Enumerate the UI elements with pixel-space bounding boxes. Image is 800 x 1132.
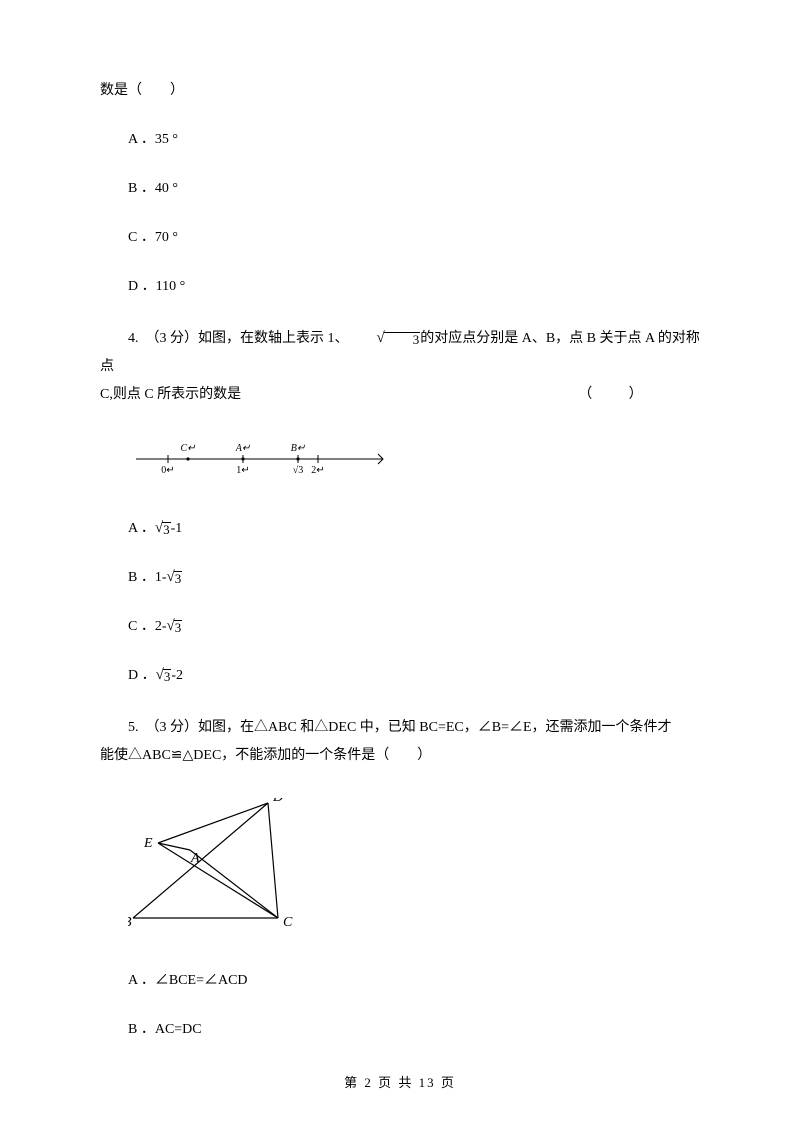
q3-option-d: D ．110 ° <box>128 276 700 297</box>
page-footer: 第 2 页 共 13 页 <box>0 1073 800 1093</box>
q5-triangle-figure: B C D E A <box>128 798 700 940</box>
q3-option-a: A ．35 ° <box>128 129 700 150</box>
svg-text:B↵: B↵ <box>291 443 306 454</box>
q3-option-c: C ．70 ° <box>128 227 700 248</box>
svg-text:C: C <box>283 915 293 930</box>
svg-text:A↵: A↵ <box>235 443 251 454</box>
q4-option-a: A ．√3-1 <box>128 518 700 539</box>
q4-stem-line1-pre: 4. （3 分）如图，在数轴上表示 1、 <box>128 331 349 346</box>
svg-text:1↵: 1↵ <box>236 465 249 476</box>
svg-text:D: D <box>272 798 283 805</box>
q4-option-d: D ．√3-2 <box>128 665 700 686</box>
svg-text:2↵: 2↵ <box>311 465 324 476</box>
q4-d-post: -2 <box>171 668 183 683</box>
sqrt-icon: √3 <box>155 520 171 538</box>
q5-option-a: A ．∠BCE=∠ACD <box>128 970 700 991</box>
q3-option-b: B ．40 ° <box>128 178 700 199</box>
svg-text:B: B <box>128 915 132 930</box>
svg-text:A: A <box>190 851 200 866</box>
q4-option-b: B ．1-√3 <box>128 567 700 588</box>
q4-a-post: -1 <box>171 521 183 536</box>
sqrt-icon: √3 <box>349 330 421 348</box>
svg-text:0↵: 0↵ <box>161 465 174 476</box>
svg-text:√3: √3 <box>293 465 304 476</box>
q4-d-pre: D ． <box>128 668 156 683</box>
q4-option-c: C ．2-√3 <box>128 616 700 637</box>
q4-c-pre: C ．2- <box>128 619 167 634</box>
sqrt-icon: √3 <box>167 618 183 636</box>
q3-stem-fragment: 数是（ ） <box>100 80 700 101</box>
q5-stem: 5. （3 分）如图，在△ABC 和△DEC 中，已知 BC=EC，∠B=∠E，… <box>100 714 700 770</box>
svg-text:E: E <box>143 836 153 851</box>
q4-b-pre: B ．1- <box>128 570 167 585</box>
q4-stem: 4. （3 分）如图，在数轴上表示 1、√3的对应点分别是 A、B，点 B 关于… <box>100 325 700 409</box>
q5-option-b: B ．AC=DC <box>128 1019 700 1040</box>
q4-paren: （ ） <box>578 387 645 402</box>
q4-numberline-figure: 0↵ 1↵ √3 2↵ C↵ A↵ B↵ <box>128 437 700 488</box>
sqrt-icon: √3 <box>156 667 172 685</box>
q5-stem-line1: 5. （3 分）如图，在△ABC 和△DEC 中，已知 BC=EC，∠B=∠E，… <box>128 720 672 735</box>
page-content: 数是（ ） A ．35 ° B ．40 ° C ．70 ° D ．110 ° 4… <box>100 80 700 1040</box>
svg-text:C↵: C↵ <box>180 443 196 454</box>
q4-a-pre: A ． <box>128 521 155 536</box>
q5-stem-line2: 能使△ABC≌△DEC，不能添加的一个条件是（ ） <box>100 742 431 770</box>
sqrt-icon: √3 <box>167 569 183 587</box>
q4-stem-line2-pre: C,则点 C 所表示的数是 <box>100 387 241 402</box>
